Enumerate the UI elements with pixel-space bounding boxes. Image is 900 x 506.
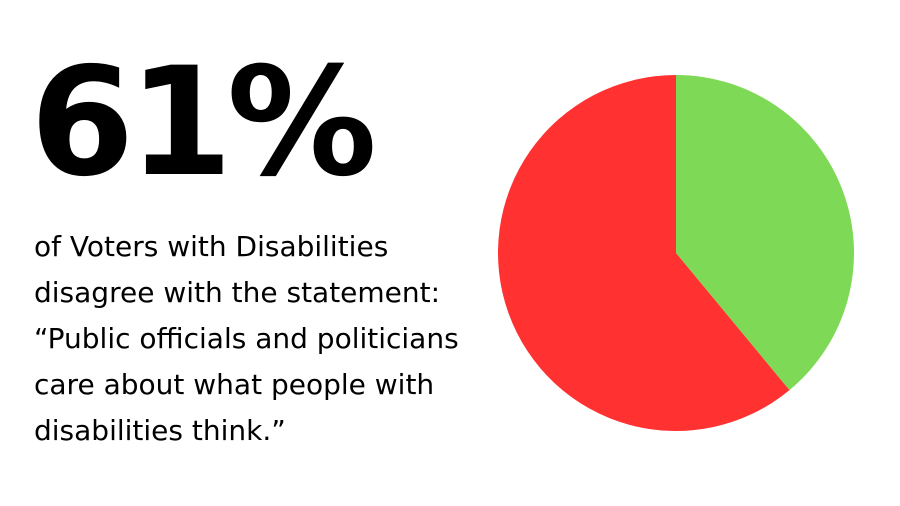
statement-line-1: of Voters with Disabilities [34,230,389,263]
statement-line-4: care about what people with [34,368,435,401]
headline-percentage: 61% [30,36,377,210]
statement-line-2: disagree with the statement: [34,276,441,309]
pie-slice-1 [676,75,854,391]
statement-text: of Voters with Disabilities disagree wit… [34,224,494,454]
pie-slice-2 [497,74,790,431]
statement-line-5: disabilities think.” [34,414,286,447]
statement-line-3: “Public officials and politicians [34,322,459,355]
